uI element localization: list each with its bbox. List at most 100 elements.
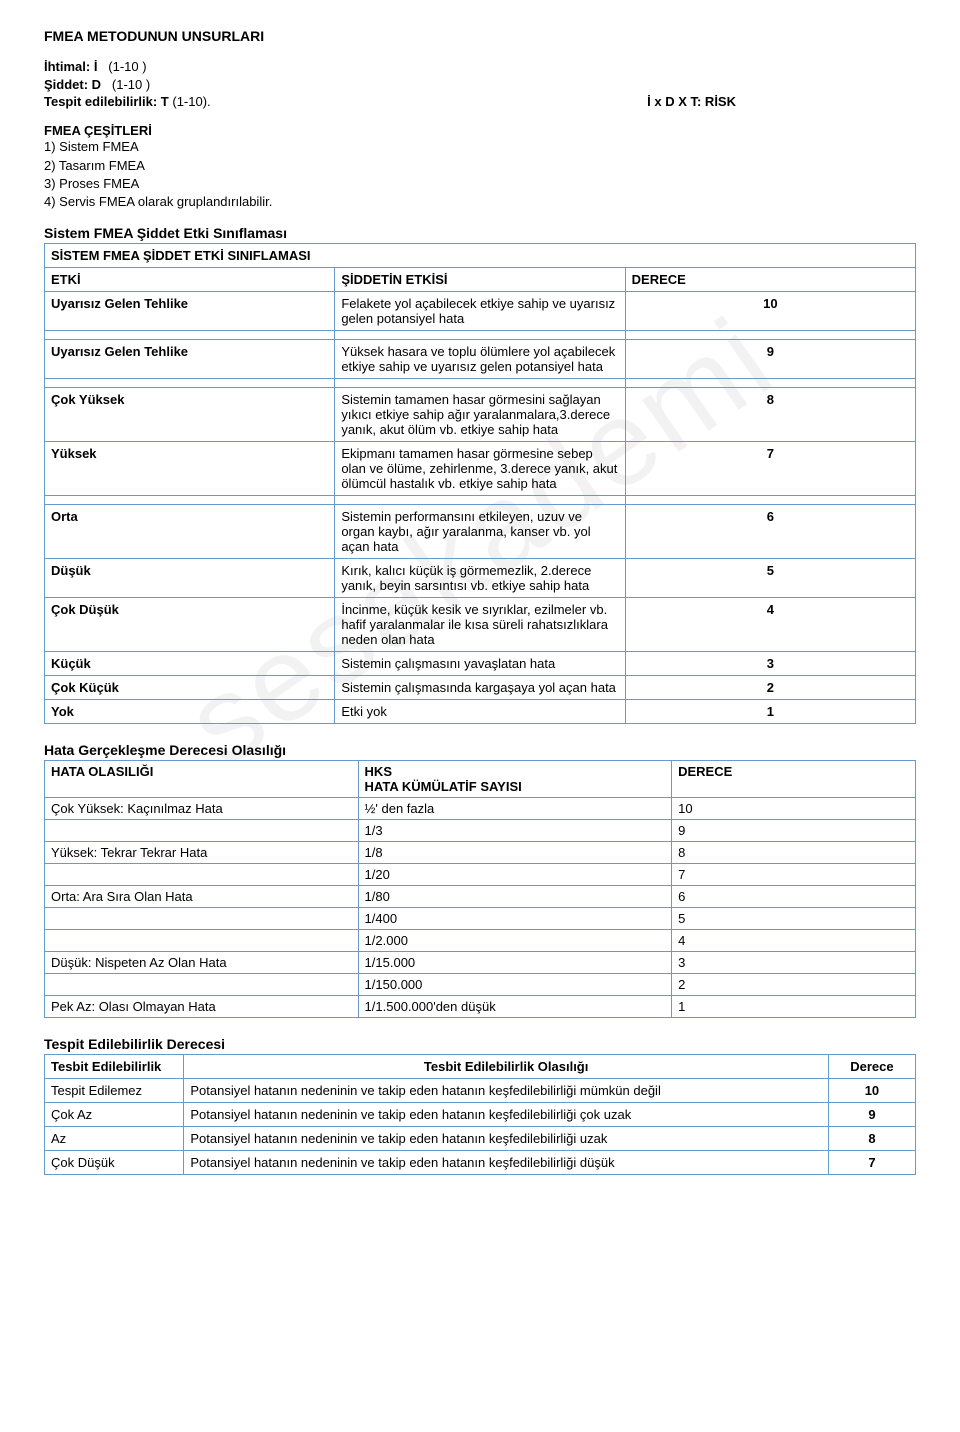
- detection-table: Tesbit Edilebilirlik Tesbit Edilebilirli…: [44, 1054, 916, 1175]
- prob-cell: 2: [672, 974, 916, 996]
- severity-table: SİSTEM FMEA ŞİDDET ETKİ SINIFLAMASI ETKİ…: [44, 243, 916, 724]
- prob-th-2: HKS HATA KÜMÜLATİF SAYISI: [358, 761, 672, 798]
- table-row: Çok DüşükPotansiyel hatanın nedeninin ve…: [45, 1151, 916, 1175]
- severity-cell: Yüksek: [45, 442, 335, 496]
- severity-cell: 2: [625, 676, 915, 700]
- det-cell: Potansiyel hatanın nedeninin ve takip ed…: [184, 1127, 829, 1151]
- det-cell: Az: [45, 1127, 184, 1151]
- prob-cell: [45, 974, 359, 996]
- prob-th-3: DERECE: [672, 761, 916, 798]
- prob-cell: Yüksek: Tekrar Tekrar Hata: [45, 842, 359, 864]
- prob-cell: 1/400: [358, 908, 672, 930]
- prob-cell: 8: [672, 842, 916, 864]
- severity-cell: 1: [625, 700, 915, 724]
- det-cell: Tespit Edilemez: [45, 1079, 184, 1103]
- severity-cell: Etki yok: [335, 700, 625, 724]
- severity-cell: Sistemin çalışmasında kargaşaya yol açan…: [335, 676, 625, 700]
- tespit-label: Tespit edilebilirlik: T: [44, 94, 169, 109]
- severity-cell: Uyarısız Gelen Tehlike: [45, 340, 335, 379]
- severity-cell: Sistemin tamamen hasar görmesini sağlaya…: [335, 388, 625, 442]
- table-row: Çok Yüksek Sistemin tamamen hasar görmes…: [45, 388, 916, 442]
- probability-table: HATA OLASILIĞI HKS HATA KÜMÜLATİF SAYISI…: [44, 760, 916, 1018]
- det-cell: Potansiyel hatanın nedeninin ve takip ed…: [184, 1151, 829, 1175]
- cesit-2: 2) Tasarım FMEA: [44, 157, 916, 175]
- severity-cell: 10: [625, 292, 915, 331]
- severity-cell: Küçük: [45, 652, 335, 676]
- prob-cell: [45, 930, 359, 952]
- severity-cell: 7: [625, 442, 915, 496]
- prob-cell: 3: [672, 952, 916, 974]
- page-title: FMEA METODUNUN UNSURLARI: [44, 28, 916, 44]
- table-row: Çok Küçük Sistemin çalışmasında kargaşay…: [45, 676, 916, 700]
- prob-cell: 1/2.000: [358, 930, 672, 952]
- prob-cell: Düşük: Nispeten Az Olan Hata: [45, 952, 359, 974]
- prob-th-1: HATA OLASILIĞI: [45, 761, 359, 798]
- cesit-3: 3) Proses FMEA: [44, 175, 916, 193]
- table-row: 1/150.0002: [45, 974, 916, 996]
- severity-cell: Uyarısız Gelen Tehlike: [45, 292, 335, 331]
- severity-cell: 5: [625, 559, 915, 598]
- severity-cell: Çok Düşük: [45, 598, 335, 652]
- table-row: Orta Sistemin performansını etkileyen, u…: [45, 505, 916, 559]
- tespit-line: Tespit edilebilirlik: T (1-10).: [44, 94, 211, 109]
- table-row: Yok Etki yok 1: [45, 700, 916, 724]
- cesit-4: 4) Servis FMEA olarak gruplandırılabilir…: [44, 193, 916, 211]
- tespit-range: (1-10).: [172, 94, 210, 109]
- severity-cell: 8: [625, 388, 915, 442]
- siddet-sinif-title: Sistem FMEA Şiddet Etki Sınıflaması: [44, 225, 916, 241]
- table-row: Çok Yüksek: Kaçınılmaz Hata½' den fazla1…: [45, 798, 916, 820]
- prob-cell: 1/15.000: [358, 952, 672, 974]
- prob-cell: 5: [672, 908, 916, 930]
- prob-cell: 6: [672, 886, 916, 908]
- table-row: Küçük Sistemin çalışmasını yavaşlatan ha…: [45, 652, 916, 676]
- det-th-2: Tesbit Edilebilirlik Olasılığı: [184, 1055, 829, 1079]
- table-row: 1/207: [45, 864, 916, 886]
- table-row: Tespit EdilemezPotansiyel hatanın nedeni…: [45, 1079, 916, 1103]
- prob-cell: 1/1.500.000'den düşük: [358, 996, 672, 1018]
- table-row: Orta: Ara Sıra Olan Hata1/806: [45, 886, 916, 908]
- cesit-1: 1) Sistem FMEA: [44, 138, 916, 156]
- prob-cell: [45, 908, 359, 930]
- hata-title: Hata Gerçekleşme Derecesi Olasılığı: [44, 742, 916, 758]
- prob-cell: 10: [672, 798, 916, 820]
- severity-cell: Çok Küçük: [45, 676, 335, 700]
- severity-cell: Çok Yüksek: [45, 388, 335, 442]
- prob-cell: 7: [672, 864, 916, 886]
- det-cell: 10: [828, 1079, 915, 1103]
- prob-cell: 1/150.000: [358, 974, 672, 996]
- ihtimal-range: (1-10 ): [108, 59, 146, 74]
- table-row: Uyarısız Gelen Tehlike Felakete yol açab…: [45, 292, 916, 331]
- prob-cell: Çok Yüksek: Kaçınılmaz Hata: [45, 798, 359, 820]
- table-row: Pek Az: Olası Olmayan Hata1/1.500.000'de…: [45, 996, 916, 1018]
- severity-cell: Felakete yol açabilecek etkiye sahip ve …: [335, 292, 625, 331]
- severity-cell: 3: [625, 652, 915, 676]
- severity-cell: İncinme, küçük kesik ve sıyrıklar, ezilm…: [335, 598, 625, 652]
- siddet-range: (1-10 ): [112, 77, 150, 92]
- severity-cell: Ekipmanı tamamen hasar görmesine sebep o…: [335, 442, 625, 496]
- det-cell: Potansiyel hatanın nedeninin ve takip ed…: [184, 1079, 829, 1103]
- siddet-label: Şiddet: D: [44, 77, 101, 92]
- prob-cell: 1/20: [358, 864, 672, 886]
- det-cell: Çok Düşük: [45, 1151, 184, 1175]
- det-th-3: Derece: [828, 1055, 915, 1079]
- prob-cell: 1: [672, 996, 916, 1018]
- det-cell: 9: [828, 1103, 915, 1127]
- table-row: Çok AzPotansiyel hatanın nedeninin ve ta…: [45, 1103, 916, 1127]
- prob-cell: [45, 820, 359, 842]
- severity-cell: Orta: [45, 505, 335, 559]
- severity-cell: 4: [625, 598, 915, 652]
- prob-cell: ½' den fazla: [358, 798, 672, 820]
- prob-cell: [45, 864, 359, 886]
- severity-cell: Yüksek hasara ve toplu ölümlere yol açab…: [335, 340, 625, 379]
- table-row: Düşük Kırık, kalıcı küçük iş görmemezlik…: [45, 559, 916, 598]
- hks-label: HKS: [365, 764, 392, 779]
- det-th-1: Tesbit Edilebilirlik: [45, 1055, 184, 1079]
- severity-th-siddet: ŞİDDETİN ETKİSİ: [335, 268, 625, 292]
- table-row: Uyarısız Gelen Tehlike Yüksek hasara ve …: [45, 340, 916, 379]
- table-row: 1/4005: [45, 908, 916, 930]
- hks-sub: HATA KÜMÜLATİF SAYISI: [365, 779, 522, 794]
- prob-cell: 1/3: [358, 820, 672, 842]
- det-cell: 8: [828, 1127, 915, 1151]
- table-row: Yüksek: Tekrar Tekrar Hata1/88: [45, 842, 916, 864]
- det-cell: 7: [828, 1151, 915, 1175]
